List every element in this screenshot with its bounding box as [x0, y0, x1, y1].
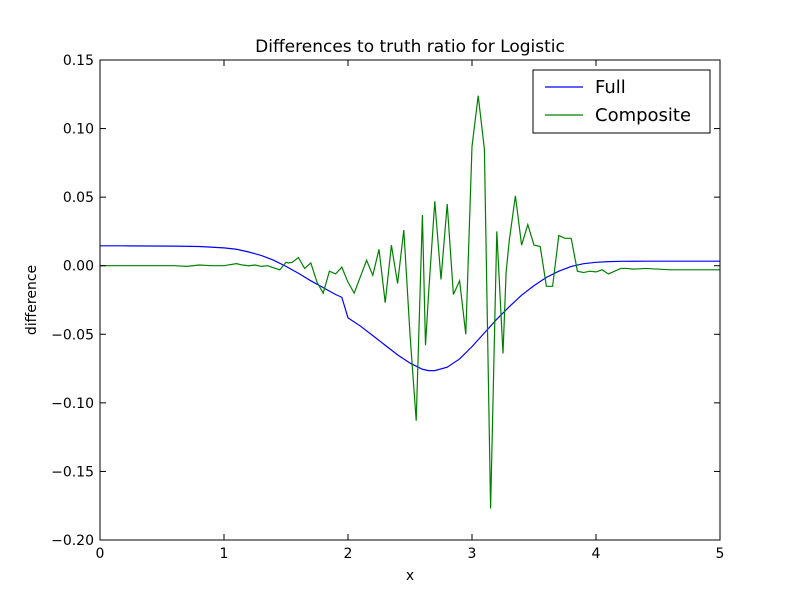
series-layer — [100, 95, 720, 509]
x-tick-label: 0 — [96, 546, 105, 562]
x-tick-label: 1 — [220, 546, 229, 562]
legend-label-composite: Composite — [595, 105, 691, 126]
tick-layer: 0 1 2 3 4 5 −0.20 −0.15 −0.10 −0.05 0.00 0.05 0.10 0.… — [51, 53, 724, 562]
series-line-full — [100, 245, 720, 372]
x-tick-label: 5 — [716, 546, 725, 562]
x-tick-label: 3 — [468, 546, 477, 562]
y-tick-label: −0.15 — [51, 464, 94, 480]
y-tick-label: −0.20 — [51, 533, 94, 549]
x-axis-label: x — [406, 568, 414, 584]
y-axis-label: difference — [24, 265, 40, 335]
y-tick-label: −0.05 — [51, 327, 94, 343]
plot-frame — [99, 59, 721, 541]
x-tick-label: 4 — [592, 546, 601, 562]
y-tick-label: 0.00 — [63, 259, 94, 275]
legend-label-full: Full — [595, 77, 626, 98]
y-tick-label: 0.10 — [63, 122, 94, 138]
y-tick-label: 0.15 — [63, 53, 94, 69]
legend-box — [532, 69, 711, 134]
legend: Full Composite — [532, 69, 711, 134]
y-tick-label: 0.05 — [63, 190, 94, 206]
x-tick-label: 2 — [344, 546, 353, 562]
series-line-composite — [100, 95, 720, 509]
chart-title: Differences to truth ratio for Logistic — [255, 37, 565, 57]
y-tick-label: −0.10 — [51, 396, 94, 412]
